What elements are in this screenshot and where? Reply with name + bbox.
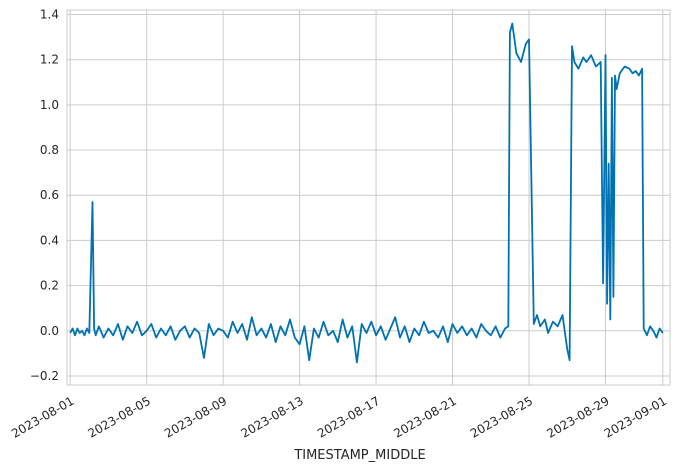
- y-tick-label: 1.4: [40, 8, 59, 22]
- x-tick-label: 2023-08-25: [468, 394, 535, 441]
- y-tick-label: 0.6: [40, 188, 59, 202]
- y-tick-label: 1.2: [40, 53, 59, 67]
- plot-frame: [66, 9, 671, 386]
- y-tick-label: 1.0: [40, 98, 59, 112]
- x-axis-label: TIMESTAMP_MIDDLE: [293, 448, 425, 463]
- x-tick-label: 2023-08-21: [391, 394, 458, 441]
- x-tick-label: 2023-08-01: [9, 394, 76, 441]
- y-tick-label: 0.0: [40, 324, 59, 338]
- series-line: [69, 22, 664, 364]
- x-tick-label: 2023-08-13: [238, 394, 305, 441]
- y-tick-label: −0.2: [30, 369, 59, 383]
- y-tick-label: 0.4: [40, 233, 59, 247]
- x-tick-label: 2023-08-29: [544, 394, 611, 441]
- x-tick-label: 2023-09-01: [602, 394, 669, 441]
- x-axis-ticks: 2023-08-01 2023-08-05 2023-08-09 2023-08-13…: [9, 394, 669, 441]
- x-tick-label: 2023-08-17: [315, 394, 382, 441]
- x-tick-label: 2023-08-05: [86, 394, 153, 441]
- grid-lines: [67, 10, 670, 385]
- x-tick-label: 2023-08-09: [162, 394, 229, 441]
- y-tick-label: 0.8: [40, 143, 59, 157]
- y-axis-ticks: −0.2 0.0 0.2 0.4 0.6 0.8 1.0 1.2 1.4: [30, 8, 59, 383]
- y-tick-label: 0.2: [40, 279, 59, 293]
